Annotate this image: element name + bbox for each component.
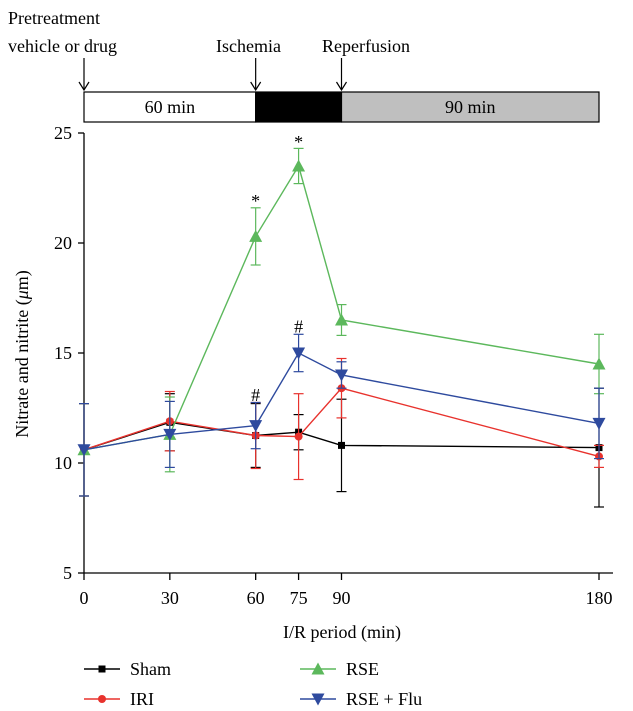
series-line [83,421,600,451]
y-tick-label: 10 [54,453,72,473]
data-point [592,417,606,430]
x-tick-label: 75 [290,588,308,608]
x-axis-label: I/R period (min) [283,622,401,643]
timeline-segment [83,91,257,123]
series-rse-flu [77,333,606,497]
axes: 5 10 15 20 25 0 30 60 75 90 180 [54,123,613,608]
timeline-bar: 60 min 30 min 90 min [83,91,600,123]
y-tick-label: 5 [63,563,72,583]
data-point [338,441,345,449]
x-tick-label: 0 [80,588,89,608]
data-point [163,428,177,441]
series-line [83,352,600,451]
legend-item: IRI [84,689,154,709]
timeline-segment-label: 60 min [145,97,196,117]
ischemia-label: Ischemia [216,36,281,56]
legend-item: Sham [84,659,171,679]
legend-label: Sham [130,659,171,679]
pretreatment-label-line1: Pretreatment [8,8,100,28]
data-point [249,420,263,433]
y-tick-label: 20 [54,233,72,253]
y-tick-label: 15 [54,343,72,363]
y-tick-label: 25 [54,123,72,143]
data-point [335,369,348,382]
annotations: * * # # [251,132,303,405]
x-tick-label: 60 [247,588,265,608]
x-tick-label: 30 [161,588,179,608]
data-point [294,432,303,441]
significance-marker: * [251,191,260,211]
legend-label: IRI [130,689,154,709]
x-tick-label: 180 [586,588,613,608]
arrow-head [250,81,262,92]
legend-item: RSE + Flu [300,689,422,709]
data-point [98,695,106,703]
timeline-arrows [78,58,348,92]
series-line [83,387,600,458]
timeline: Pretreatment vehicle or drug Ischemia Re… [8,8,600,123]
data-point [249,229,263,242]
timeline-segment-label: 90 min [445,97,496,117]
x-tick-label: 90 [333,588,351,608]
pretreatment-label-line2: vehicle or drug [8,36,117,56]
arrow-head [335,81,348,92]
data-point [77,444,91,457]
timeline-segment-label: 30 min [273,97,324,117]
legend-item: RSE [300,659,379,679]
y-axis-label: Nitrate and nitrite (μm) [12,270,33,438]
legend-label: RSE [346,659,379,679]
data-point [592,357,606,370]
reperfusion-label: Reperfusion [322,36,410,56]
data-point [292,347,306,360]
data-point [335,313,348,326]
significance-marker: * [294,132,303,152]
arrow-head [78,81,90,92]
data-point [311,662,325,675]
data-point [311,693,325,706]
data-point [292,159,306,172]
legend-label: RSE + Flu [346,689,422,709]
timeline-segment [340,91,600,123]
legend: Sham IRI RSE RSE + Flu [84,659,422,709]
significance-marker: # [294,317,303,337]
data-point [98,665,106,673]
series-layer [77,147,606,508]
significance-marker: # [251,385,260,405]
